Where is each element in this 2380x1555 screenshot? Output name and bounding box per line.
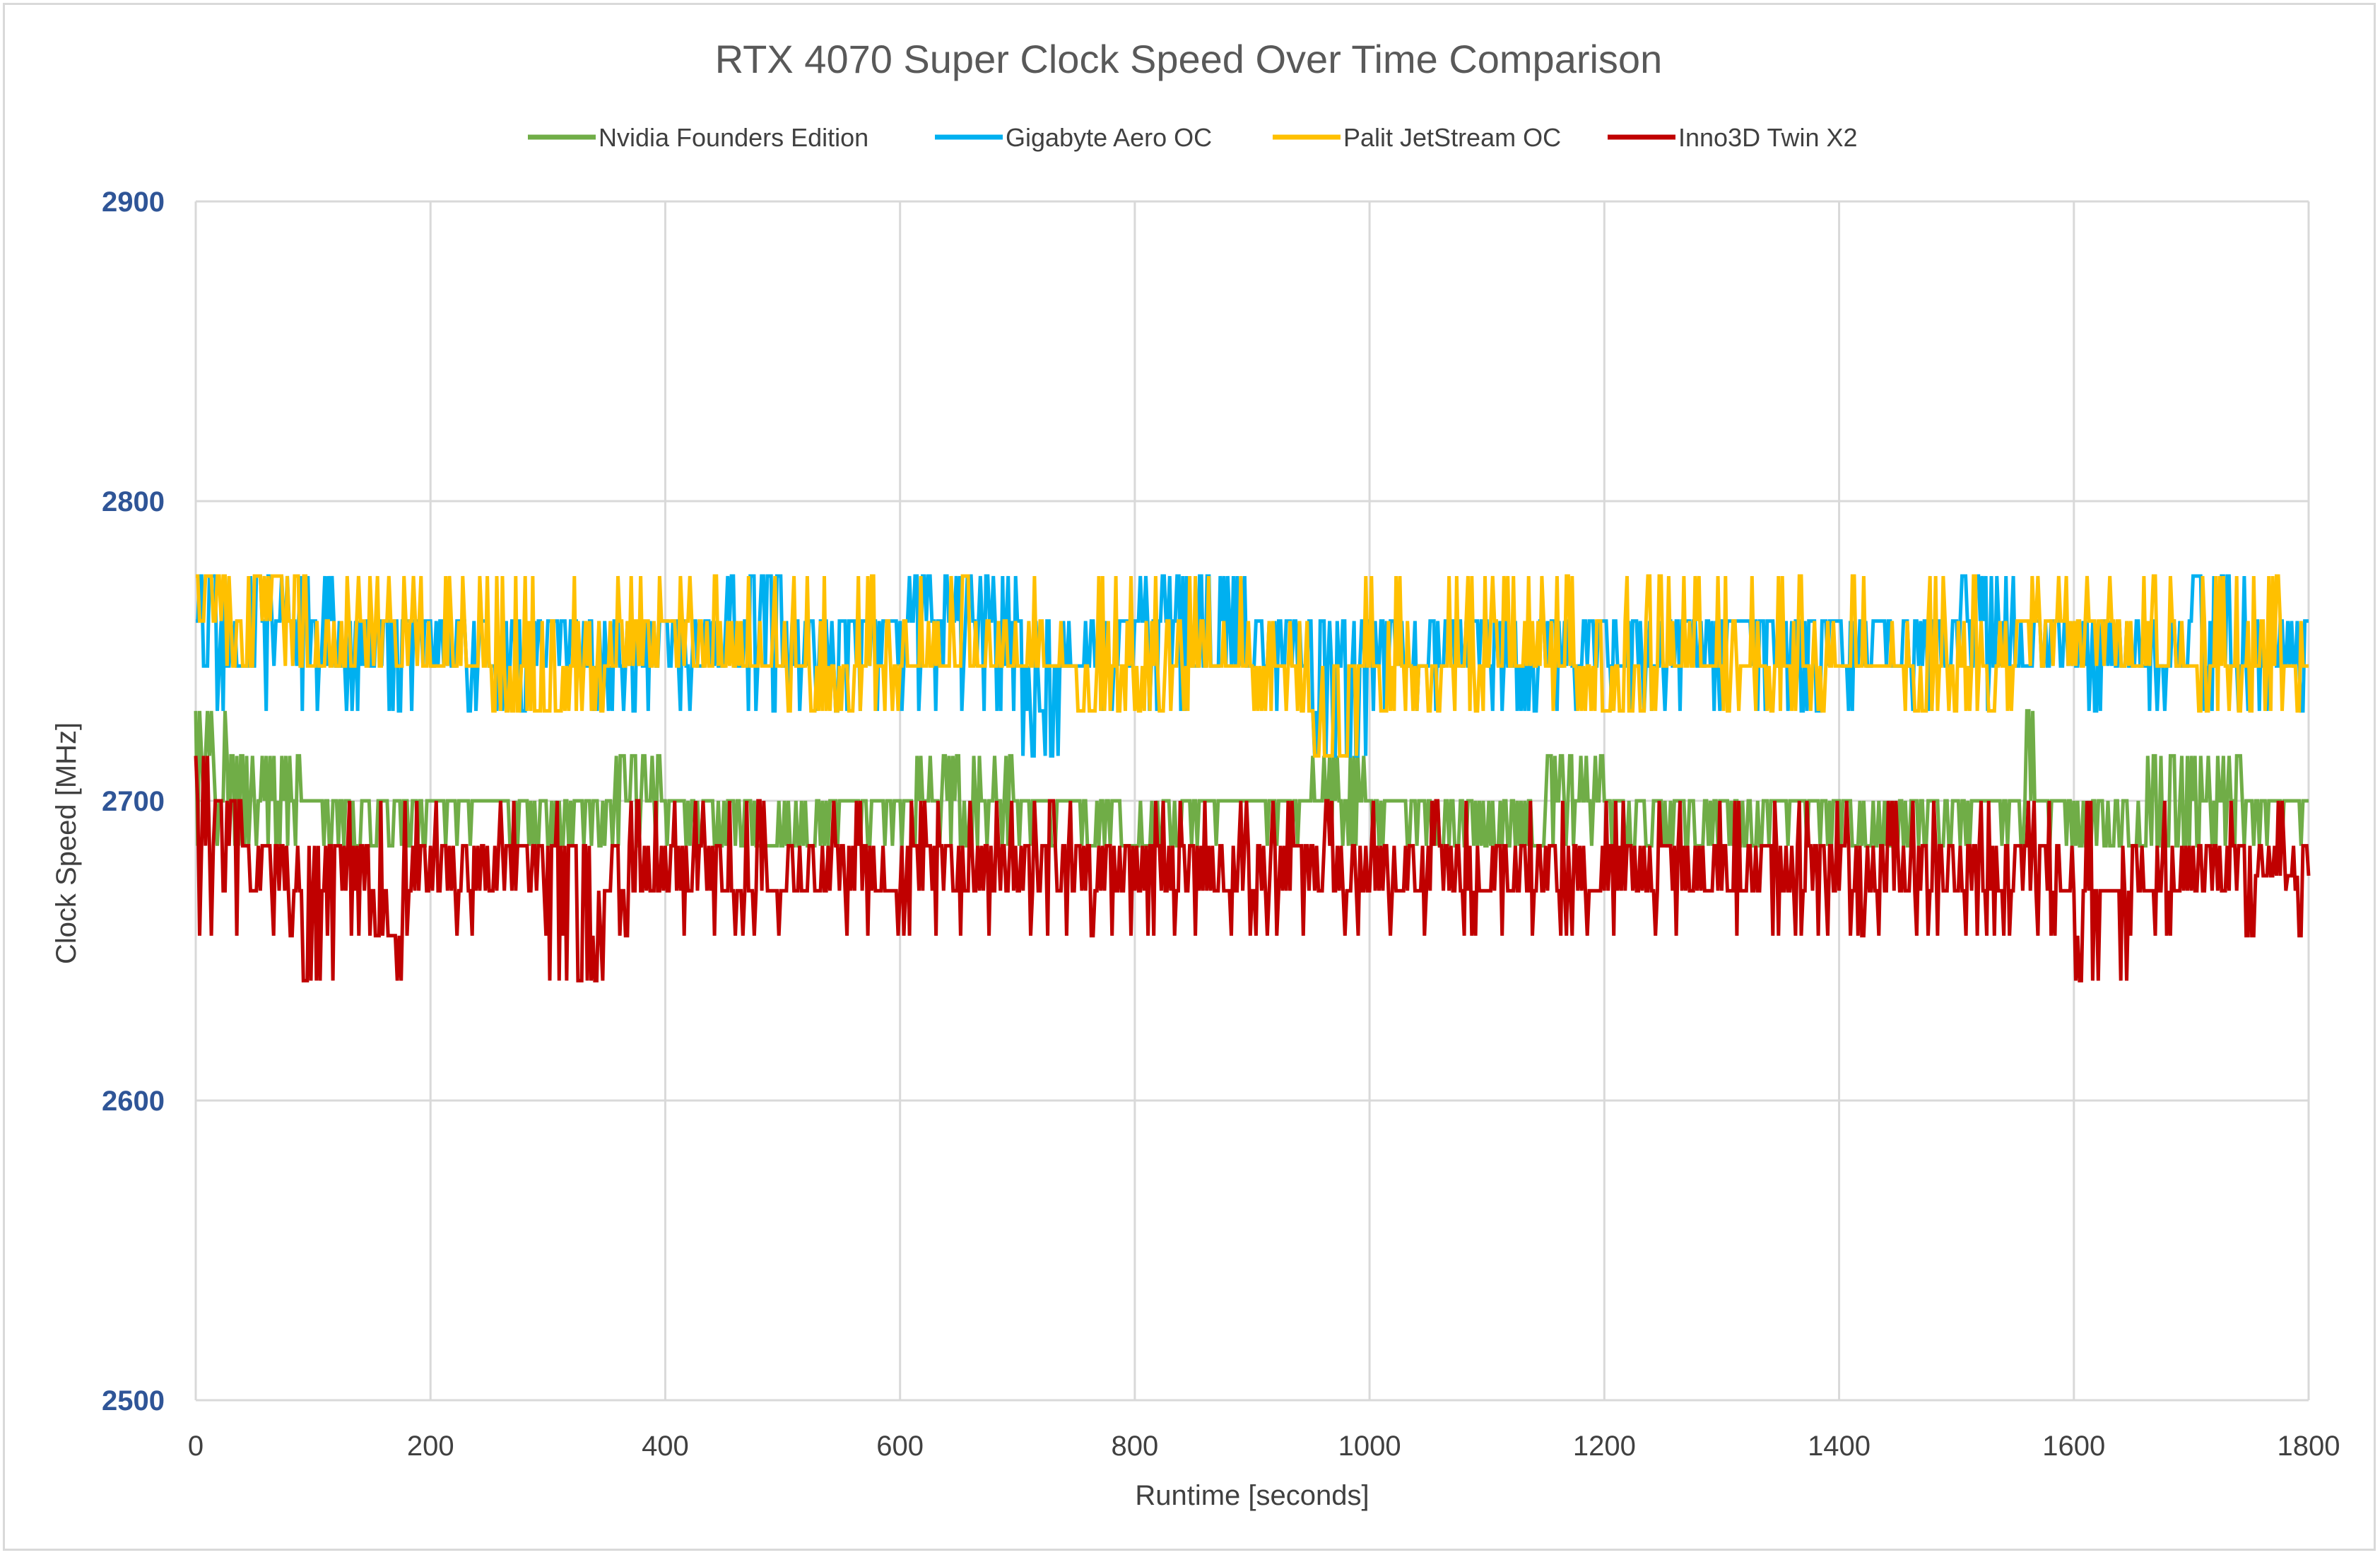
legend-label-2: Gigabyte Aero OC — [1006, 123, 1212, 152]
chart-legend: Nvidia Founders Edition Gigabyte Aero OC P… — [528, 123, 1858, 152]
x-tick-label: 1800 — [2278, 1431, 2340, 1462]
legend-label-3: Palit JetStream OC — [1343, 123, 1561, 152]
series-line-1 — [194, 709, 2309, 848]
chart-title: RTX 4070 Super Clock Speed Over Time Com… — [715, 37, 1662, 81]
x-axis-ticks: 0 200 400 600 800 1000 1200 1400 1600 1800 — [188, 1431, 2340, 1462]
x-tick-label: 1000 — [1338, 1431, 1401, 1462]
x-tick-label: 1200 — [1573, 1431, 1636, 1462]
y-axis-ticks: 2900 2800 2700 2600 2500 — [102, 187, 165, 1416]
clock-speed-chart: RTX 4070 Super Clock Speed Over Time Com… — [51, 37, 2340, 1511]
y-tick-label: 2800 — [102, 486, 165, 517]
y-axis-label: Clock Speed [MHz] — [51, 722, 82, 964]
series-line-3 — [196, 574, 2309, 758]
y-tick-label: 2700 — [102, 786, 165, 817]
y-tick-label: 2600 — [102, 1086, 165, 1117]
series-line-4 — [194, 756, 2311, 982]
x-tick-label: 200 — [407, 1431, 454, 1462]
x-axis-label: Runtime [seconds] — [1135, 1480, 1369, 1511]
y-tick-label: 2900 — [102, 187, 165, 218]
chart-frame: RTX 4070 Super Clock Speed Over Time Com… — [3, 3, 2376, 1551]
legend-label-4: Inno3D Twin X2 — [1678, 123, 1858, 152]
x-tick-label: 1400 — [1808, 1431, 1871, 1462]
y-tick-label: 2500 — [102, 1385, 165, 1416]
x-tick-label: 400 — [642, 1431, 689, 1462]
x-tick-label: 600 — [876, 1431, 924, 1462]
legend-label-1: Nvidia Founders Edition — [599, 123, 868, 152]
x-tick-label: 1600 — [2042, 1431, 2105, 1462]
x-tick-label: 0 — [188, 1431, 204, 1462]
series-layer — [194, 574, 2311, 982]
x-tick-label: 800 — [1112, 1431, 1159, 1462]
